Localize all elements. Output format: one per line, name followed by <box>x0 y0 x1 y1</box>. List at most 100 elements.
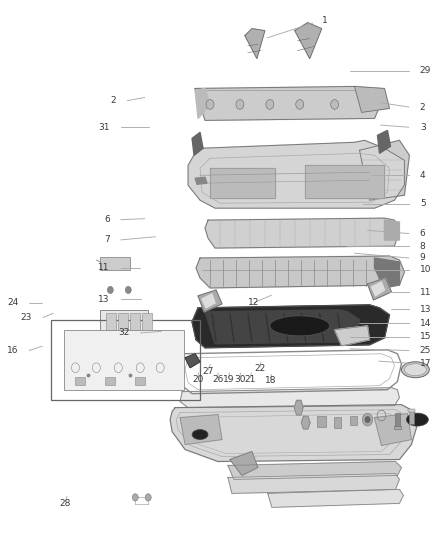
Bar <box>118 313 128 337</box>
Ellipse shape <box>404 364 426 376</box>
Polygon shape <box>294 400 303 415</box>
Circle shape <box>206 100 214 109</box>
Text: 13: 13 <box>99 295 110 304</box>
Ellipse shape <box>406 413 428 426</box>
Polygon shape <box>195 86 385 120</box>
Circle shape <box>362 413 373 426</box>
Bar <box>409 411 413 424</box>
Text: 17: 17 <box>420 359 431 368</box>
Polygon shape <box>180 387 399 408</box>
Text: 18: 18 <box>265 376 276 385</box>
Ellipse shape <box>401 362 429 378</box>
Text: 5: 5 <box>420 199 426 208</box>
Bar <box>350 416 357 425</box>
Polygon shape <box>210 168 275 198</box>
Polygon shape <box>228 462 401 480</box>
Text: 24: 24 <box>7 298 18 307</box>
Text: 31: 31 <box>99 123 110 132</box>
Text: 16: 16 <box>7 346 18 355</box>
Circle shape <box>132 494 138 501</box>
Polygon shape <box>198 290 222 312</box>
Bar <box>334 417 341 427</box>
Text: 9: 9 <box>420 254 426 262</box>
Text: 1: 1 <box>321 17 327 26</box>
Text: 8: 8 <box>420 242 426 251</box>
Polygon shape <box>268 489 403 507</box>
Polygon shape <box>295 22 321 59</box>
Polygon shape <box>196 256 404 288</box>
Text: 11: 11 <box>420 287 431 296</box>
Text: 7: 7 <box>104 236 110 245</box>
Polygon shape <box>230 451 258 475</box>
Text: 10: 10 <box>420 265 431 274</box>
Polygon shape <box>374 258 399 288</box>
Text: 22: 22 <box>254 364 266 373</box>
Bar <box>130 313 140 337</box>
Ellipse shape <box>192 430 208 440</box>
Polygon shape <box>205 310 360 344</box>
Polygon shape <box>192 305 389 348</box>
Circle shape <box>266 100 274 109</box>
Text: 23: 23 <box>21 313 32 322</box>
Text: 4: 4 <box>420 171 425 180</box>
Circle shape <box>107 286 113 294</box>
Polygon shape <box>367 278 392 300</box>
Polygon shape <box>228 473 399 494</box>
Polygon shape <box>202 294 215 308</box>
Text: 27: 27 <box>203 367 214 376</box>
Bar <box>317 416 326 427</box>
Bar <box>395 414 399 428</box>
Polygon shape <box>360 140 410 200</box>
Bar <box>135 377 145 385</box>
Polygon shape <box>378 131 390 154</box>
Text: 11: 11 <box>99 263 110 272</box>
Text: 15: 15 <box>420 332 431 341</box>
Text: 21: 21 <box>245 375 256 384</box>
Ellipse shape <box>270 316 330 336</box>
Text: 2: 2 <box>111 96 117 105</box>
Polygon shape <box>195 88 210 118</box>
Circle shape <box>296 100 304 109</box>
Polygon shape <box>305 165 385 198</box>
Circle shape <box>145 494 151 501</box>
Polygon shape <box>335 326 370 346</box>
Text: 32: 32 <box>118 328 130 337</box>
Polygon shape <box>195 177 207 184</box>
Text: 26: 26 <box>212 375 223 384</box>
Bar <box>100 257 130 270</box>
Text: 30: 30 <box>234 375 246 384</box>
Polygon shape <box>205 218 399 248</box>
Circle shape <box>331 100 339 109</box>
Text: 6: 6 <box>104 215 110 224</box>
Text: 3: 3 <box>420 123 426 132</box>
Text: 6: 6 <box>420 229 426 238</box>
Text: 25: 25 <box>420 346 431 355</box>
Text: 20: 20 <box>192 375 204 384</box>
Text: 14: 14 <box>420 319 431 328</box>
Bar <box>50 320 200 400</box>
Polygon shape <box>355 86 389 112</box>
Polygon shape <box>192 132 203 155</box>
Text: 28: 28 <box>60 498 71 507</box>
Polygon shape <box>170 405 417 462</box>
Bar <box>106 313 117 337</box>
Polygon shape <box>385 220 399 240</box>
Bar <box>408 409 415 412</box>
Polygon shape <box>245 29 265 59</box>
Text: 19: 19 <box>223 375 234 384</box>
Circle shape <box>365 416 370 423</box>
Polygon shape <box>180 415 222 445</box>
Polygon shape <box>301 416 310 429</box>
Polygon shape <box>374 414 411 446</box>
Text: 2: 2 <box>420 102 425 111</box>
Bar <box>64 330 184 390</box>
Bar <box>394 426 401 429</box>
Text: 12: 12 <box>248 298 260 307</box>
Text: 13: 13 <box>420 304 431 313</box>
Circle shape <box>236 100 244 109</box>
Bar <box>106 377 115 385</box>
Bar <box>75 377 85 385</box>
Circle shape <box>125 286 131 294</box>
Polygon shape <box>188 140 404 208</box>
Bar <box>142 313 152 337</box>
